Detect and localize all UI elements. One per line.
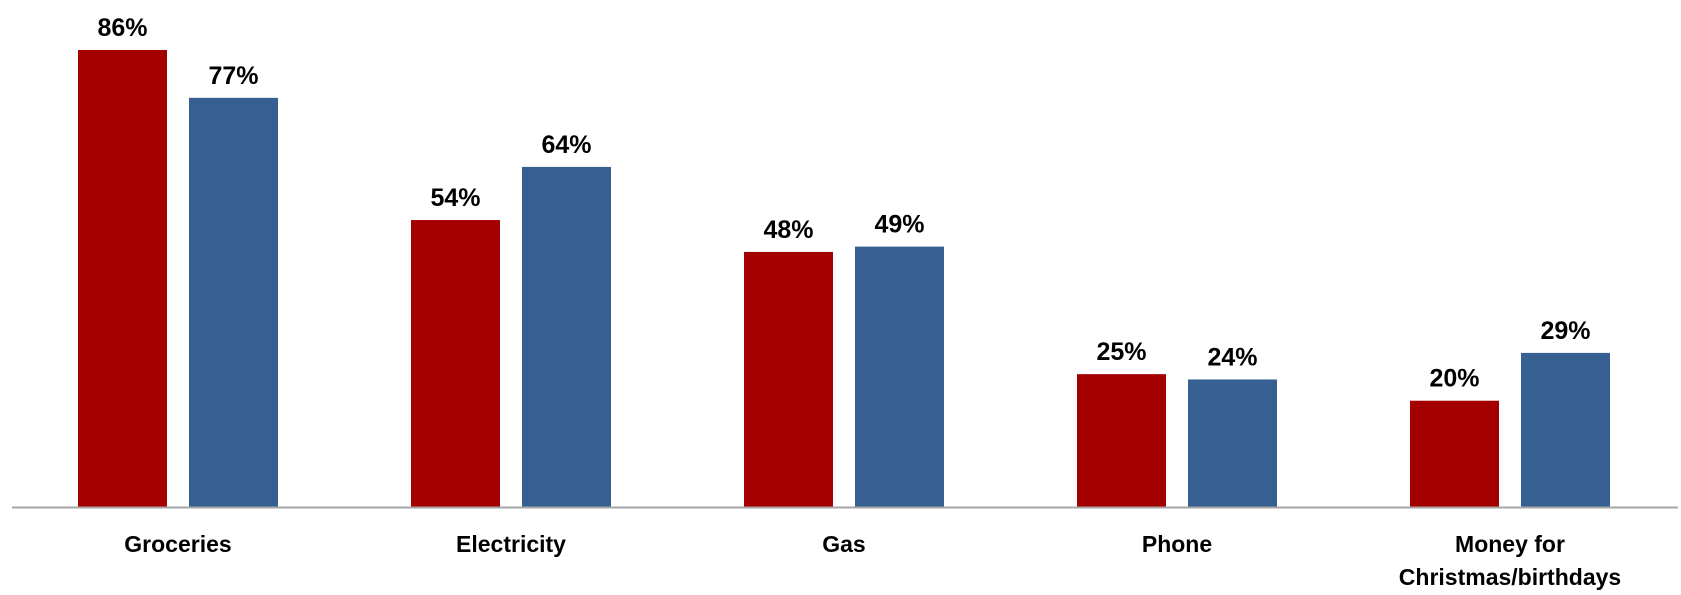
bar-series2-cat2 [522, 166, 611, 507]
data-label-series2-cat3: 49% [874, 211, 924, 239]
category-label-3-line1: Gas [822, 531, 865, 557]
bar-series1-cat1 [78, 50, 167, 507]
data-label-series1-cat3: 48% [763, 216, 813, 244]
data-label-series1-cat5: 20% [1429, 365, 1479, 393]
bar-series2-cat1 [189, 97, 278, 507]
bar-series2-cat4 [1188, 379, 1277, 507]
bar-series2-cat3 [855, 246, 944, 507]
data-label-series2-cat1: 77% [208, 62, 258, 90]
data-label-series1-cat1: 86% [97, 14, 147, 42]
data-label-series2-cat4: 24% [1207, 343, 1257, 371]
data-label-series1-cat4: 25% [1096, 338, 1146, 366]
bar-series1-cat5 [1410, 400, 1499, 507]
bar-series1-cat3 [744, 251, 833, 507]
value-labels-group: 86% 77% 54% 64% 48% 49% 25% 24% 20% 29% [97, 14, 1590, 393]
bar-series2-cat5 [1521, 352, 1610, 507]
data-label-series2-cat5: 29% [1540, 317, 1590, 345]
category-label-2-line1: Electricity [456, 531, 566, 557]
category-label-4-line1: Phone [1142, 531, 1212, 557]
category-labels-group: Groceries Electricity Gas Phone Money for Chr… [124, 531, 1621, 590]
bar-series1-cat2 [411, 220, 500, 507]
bar-series1-cat4 [1077, 374, 1166, 507]
data-label-series2-cat2: 64% [541, 131, 591, 159]
category-label-5-line2: Christmas/birthdays [1399, 564, 1621, 590]
category-label-1-line1: Groceries [124, 531, 231, 557]
category-label-5-line1: Money for [1455, 531, 1565, 557]
data-label-series1-cat2: 54% [430, 184, 480, 212]
bars-group [78, 50, 1610, 507]
